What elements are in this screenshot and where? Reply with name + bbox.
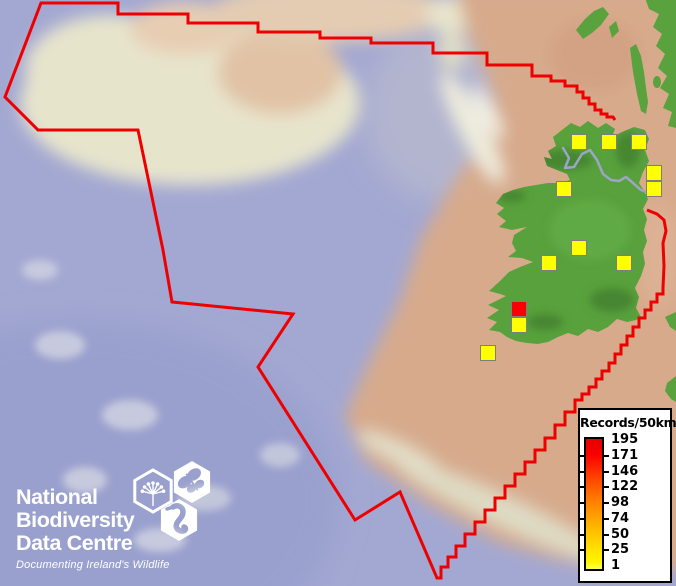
legend-tick-mark (604, 470, 609, 473)
ni-border-line (561, 146, 657, 195)
logo-line-2: Biodiversity (16, 508, 135, 532)
legend-tick-mark (604, 517, 609, 520)
legend-tick-mark (580, 549, 584, 552)
legend-tick-mark (604, 486, 609, 489)
legend-scale-value: 74 (611, 510, 630, 526)
legend-tick-mark (604, 502, 609, 504)
record-grid-square[interactable] (511, 317, 527, 333)
legend-tick-mark (580, 517, 584, 520)
arran-island (653, 76, 661, 88)
record-grid-square[interactable] (571, 240, 587, 256)
islay-jura-islands (576, 7, 609, 39)
legend-title: Records/50km (580, 415, 676, 430)
legend-color-scale (584, 437, 604, 571)
wales-coast-patch (665, 312, 676, 331)
small-island (609, 21, 619, 38)
seahorse-hexagon-icon (160, 499, 198, 541)
record-grid-square[interactable] (511, 301, 527, 317)
designated-area-boundary (3, 1, 668, 580)
legend-tick-mark (604, 549, 609, 552)
legend-tick-mark (580, 470, 584, 473)
logo-tagline: Documenting Ireland's Wildlife (16, 559, 170, 571)
legend-scale-value: 98 (611, 495, 630, 510)
logo-line-3: Data Centre (16, 531, 133, 555)
record-grid-square[interactable] (601, 134, 617, 150)
record-grid-square[interactable] (571, 134, 587, 150)
record-grid-square[interactable] (541, 255, 557, 271)
record-grid-square[interactable] (631, 134, 647, 150)
legend-scale-value: 171 (611, 447, 639, 463)
legend-scale-value: 195 (611, 432, 639, 447)
logo-hexagons (133, 461, 211, 541)
record-grid-square[interactable] (556, 181, 572, 197)
record-grid-square[interactable] (480, 345, 496, 361)
legend-tick-mark (580, 454, 584, 457)
nbdc-logo: National Biodiversity Data Centre Docume… (16, 485, 170, 572)
record-grid-square[interactable] (616, 255, 632, 271)
legend-tick-mark (580, 533, 584, 536)
record-grid-square[interactable] (646, 165, 662, 181)
legend-scale-value: 122 (611, 479, 639, 495)
legend-scale-value: 146 (611, 463, 639, 479)
logo-line-1: National (16, 485, 98, 509)
landmasses (487, 0, 676, 402)
legend-scale-value: 50 (611, 526, 630, 542)
dandelion-hexagon-icon (133, 468, 173, 514)
record-grid-square[interactable] (646, 181, 662, 197)
legend-tick-mark (604, 454, 609, 457)
pembrokeshire-coast-patch (665, 376, 676, 402)
scotland-landmass (645, 0, 676, 128)
dandelion-glyph (140, 481, 166, 506)
legend-scale-value: 1 (611, 558, 621, 573)
kintyre-peninsula (630, 44, 648, 114)
legend-box: Records/50km 195 171 146 122 98 74 50 25 1 (578, 408, 676, 583)
butterfly-hexagon-icon (173, 461, 211, 503)
legend-tick-mark (604, 533, 609, 536)
legend-tick-mark (580, 486, 584, 489)
legend-scale-value: 25 (611, 542, 630, 558)
legend-tick-mark (580, 502, 584, 504)
